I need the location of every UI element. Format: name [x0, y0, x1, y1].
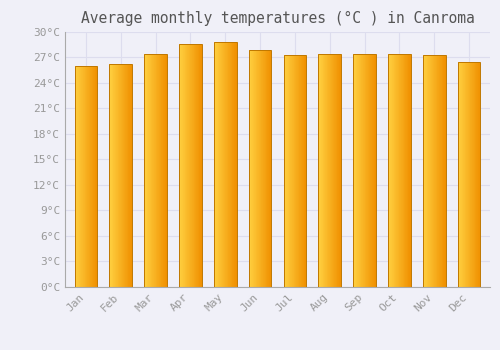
Bar	[388, 55, 410, 287]
Bar	[423, 55, 446, 287]
Bar	[214, 42, 236, 287]
Bar	[284, 55, 306, 287]
Bar	[110, 64, 132, 287]
Bar	[318, 55, 341, 287]
Bar	[354, 55, 376, 287]
Bar	[249, 50, 272, 287]
Bar	[458, 62, 480, 287]
Bar	[74, 65, 97, 287]
Title: Average monthly temperatures (°C ) in Canroma: Average monthly temperatures (°C ) in Ca…	[80, 11, 474, 26]
Bar	[144, 55, 167, 287]
Bar	[179, 44, 202, 287]
